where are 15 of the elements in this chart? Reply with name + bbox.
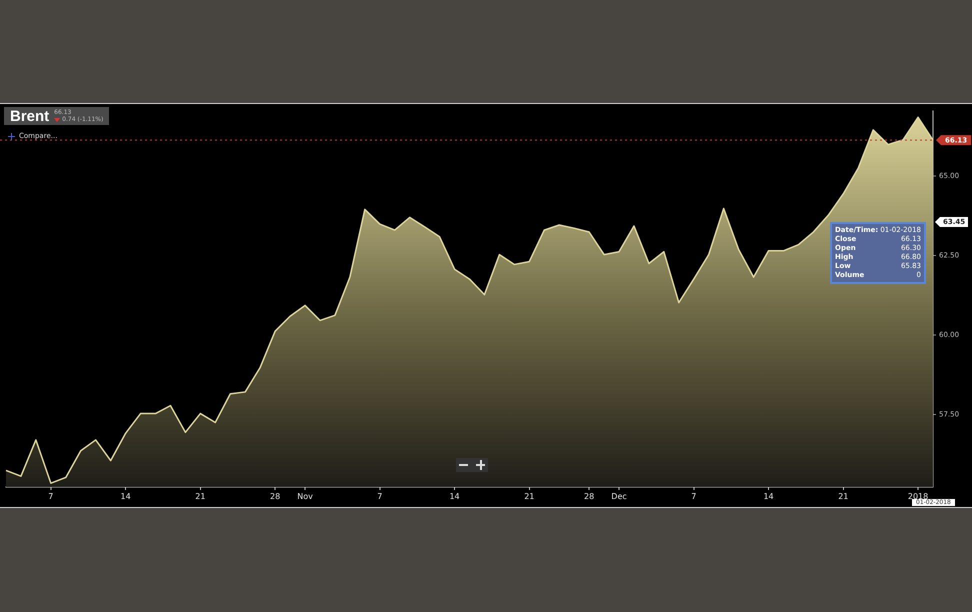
x-tick-label: 14 — [449, 492, 460, 501]
x-tick-label: 7 — [691, 492, 696, 501]
x-tick-label: 28 — [584, 492, 594, 501]
x-tick-label: 7 — [377, 492, 382, 501]
x-tick-label: 21 — [195, 492, 206, 501]
x-tick-label: 21 — [838, 492, 848, 501]
x-tick-label: 28 — [270, 492, 280, 501]
chart-title: Brent — [10, 108, 50, 124]
x-tick-label: 7 — [48, 492, 54, 501]
x-tick-label: 2018 — [908, 492, 928, 501]
x-tick-label: Dec — [611, 492, 627, 501]
x-tick-label: 14 — [763, 492, 774, 501]
x-tick-label: 21 — [524, 492, 534, 501]
x-tick-label: 14 — [120, 492, 131, 501]
x-tick-label: Nov — [297, 492, 314, 501]
